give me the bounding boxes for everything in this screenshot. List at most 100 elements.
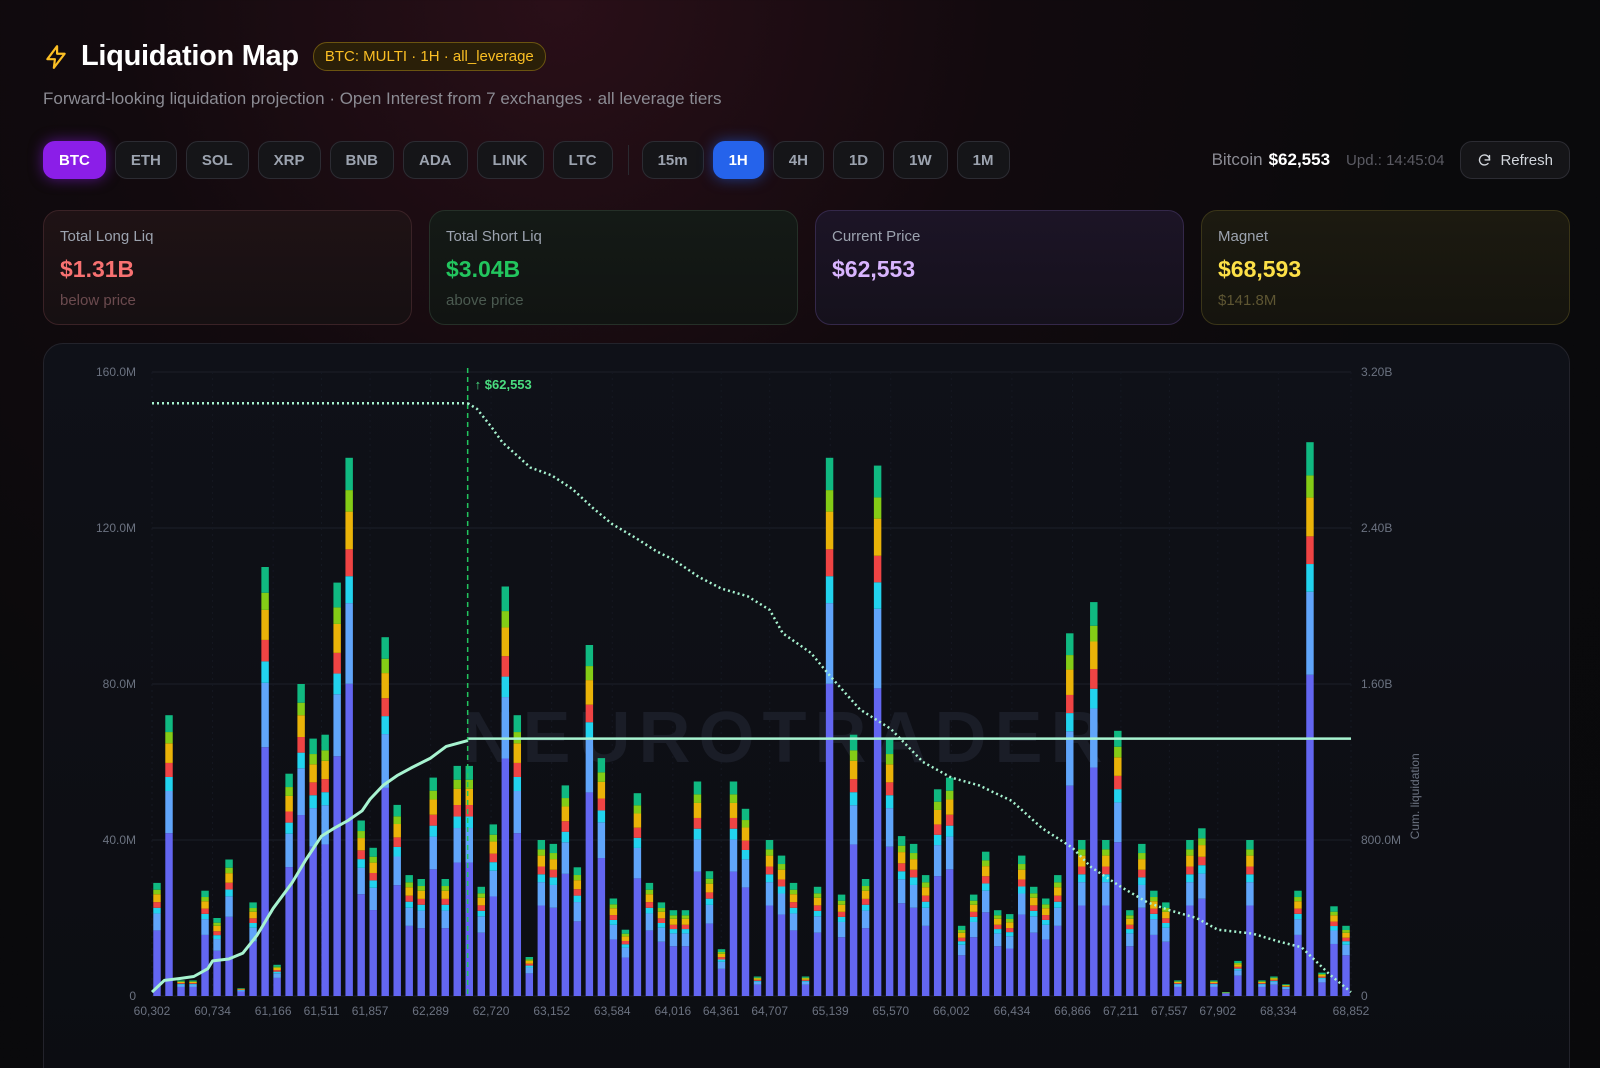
asset-tab-bnb[interactable]: BNB (329, 141, 395, 179)
page-title: Liquidation Map (81, 40, 299, 72)
liquidation-bar-segment (393, 804, 401, 817)
liquidation-bar-segment (609, 915, 618, 920)
context-badge: BTC: MULTI · 1H · all_leverage (312, 42, 546, 71)
liquidation-bar-segment (945, 814, 954, 826)
liquidation-bar-segment (657, 911, 666, 919)
liquidation-bar-segment (309, 782, 317, 796)
liquidation-bar-segment (537, 849, 546, 856)
liquidation-bar-segment (501, 586, 510, 612)
liquidation-bar-segment (921, 882, 930, 888)
x-tick-label: 67,211 (1103, 1004, 1139, 1018)
liquidation-bar-segment (837, 921, 846, 938)
liquidation-bar-segment (1078, 882, 1086, 906)
page-header: Liquidation Map BTC: MULTI · 1H · all_le… (43, 40, 721, 109)
liquidation-bar-segment (957, 930, 966, 933)
coin-price: $62,553 (1268, 150, 1331, 169)
liquidation-bar-segment (717, 959, 726, 962)
asset-tab-ltc[interactable]: LTC (552, 141, 613, 179)
liquidation-bar-segment (633, 805, 642, 814)
liquidation-bar-segment (609, 939, 618, 996)
liquidation-bar-segment (225, 889, 233, 897)
refresh-button[interactable]: Refresh (1460, 141, 1570, 179)
liquidation-bar-segment (885, 795, 894, 809)
liquidation-bar-segment (981, 866, 990, 877)
liquidation-bar-segment (1210, 980, 1218, 982)
liquidation-bar-segment (1306, 674, 1314, 996)
liquidation-bar-segment (321, 792, 329, 806)
liquidation-bar-segment (501, 758, 510, 996)
liquidation-bar-segment (753, 980, 762, 982)
liquidation-bar-segment (1054, 901, 1062, 908)
liquidation-bar-segment (549, 877, 558, 885)
liquidation-bar-segment (345, 511, 353, 550)
liquidation-bar-segment (1318, 982, 1326, 996)
liquidation-bar-segment (1102, 840, 1110, 850)
coin-name: Bitcoin (1211, 150, 1263, 169)
liquidation-bar-segment (825, 511, 834, 550)
liquidation-bar-segment (585, 704, 594, 723)
liquidation-bar-segment (417, 898, 425, 905)
asset-tab-eth[interactable]: ETH (114, 141, 177, 179)
liquidation-bar-segment (825, 603, 834, 684)
liquidation-bar-segment (189, 986, 197, 996)
liquidation-bar-segment (273, 977, 281, 996)
liquidation-bar-segment (849, 750, 858, 761)
liquidation-bar-segment (261, 639, 269, 662)
asset-tab-link[interactable]: LINK (476, 141, 544, 179)
liquidation-bar-segment (777, 893, 786, 915)
liquidation-bar-segment (381, 734, 389, 788)
liquidation-bar-segment (1246, 849, 1254, 856)
liquidation-bar-segment (1090, 625, 1098, 642)
liquidation-bar-segment (933, 845, 942, 877)
liquidation-bar-segment (993, 929, 1002, 934)
liquidation-bar-segment (1150, 897, 1158, 902)
liquidation-bar-segment (633, 878, 642, 996)
liquidation-bar-segment (1198, 838, 1206, 846)
liquidation-bar-segment (1090, 641, 1098, 670)
asset-tab-xrp[interactable]: XRP (257, 141, 321, 179)
liquidation-bar-segment (537, 905, 546, 996)
timeframe-tab-1h[interactable]: 1H (712, 141, 764, 179)
liquidation-bar-segment (1054, 882, 1062, 888)
liquidation-bar-segment (405, 907, 413, 926)
liquidation-bar-segment (657, 927, 666, 942)
liquidation-bar-segment (561, 821, 570, 832)
liquidation-bar-segment (681, 918, 690, 925)
timeframe-tab-1d[interactable]: 1D (832, 141, 885, 179)
liquidation-bar-segment (1126, 924, 1134, 930)
liquidation-bar-segment (225, 867, 233, 874)
liquidation-bar-segment (753, 978, 762, 980)
x-tick-label: 63,584 (594, 1004, 631, 1018)
timeframe-tab-4h[interactable]: 4H (772, 141, 824, 179)
liquidation-bar-segment (1258, 981, 1266, 984)
asset-tab-btc[interactable]: BTC (43, 141, 106, 179)
liquidation-bar-segment (261, 592, 269, 610)
liquidation-bar-segment (921, 901, 930, 908)
liquidation-bar-segment (381, 787, 389, 996)
liquidation-chart[interactable]: 0 40.0M 80.0M 120.0M 160.0M 0 800.0M 1.60B 2.40B… (44, 344, 1571, 1068)
liquidation-bar-segment (789, 930, 798, 996)
lightning-icon (46, 44, 66, 69)
asset-tab-sol[interactable]: SOL (185, 141, 249, 179)
liquidation-bar-segment (825, 683, 834, 996)
liquidation-bar-segment (237, 989, 245, 991)
timeframe-tab-15m[interactable]: 15m (641, 141, 704, 179)
liquidation-bar-segment (309, 738, 317, 755)
liquidation-bar-segment (1126, 915, 1134, 919)
timeframe-tab-1w[interactable]: 1W (893, 141, 948, 179)
liquidation-bar-segment (933, 834, 942, 846)
liquidation-bar-segment (213, 925, 221, 932)
liquidation-bar-segment (1210, 983, 1218, 985)
liquidation-bar-segment (885, 846, 894, 996)
liquidation-bar-segment (981, 876, 990, 884)
liquidation-bar-segment (1162, 908, 1170, 912)
liquidation-bar-segment (861, 890, 870, 899)
timeframe-tab-1m[interactable]: 1M (956, 141, 1010, 179)
liquidation-bar-segment (165, 833, 173, 996)
liquidation-bar-segment (189, 980, 197, 982)
liquidation-bar-segment (837, 904, 846, 912)
liquidation-bar-segment (237, 990, 245, 992)
asset-tab-ada[interactable]: ADA (403, 141, 468, 179)
liquidation-bar-segment (393, 824, 401, 838)
liquidation-bar-segment (549, 859, 558, 870)
